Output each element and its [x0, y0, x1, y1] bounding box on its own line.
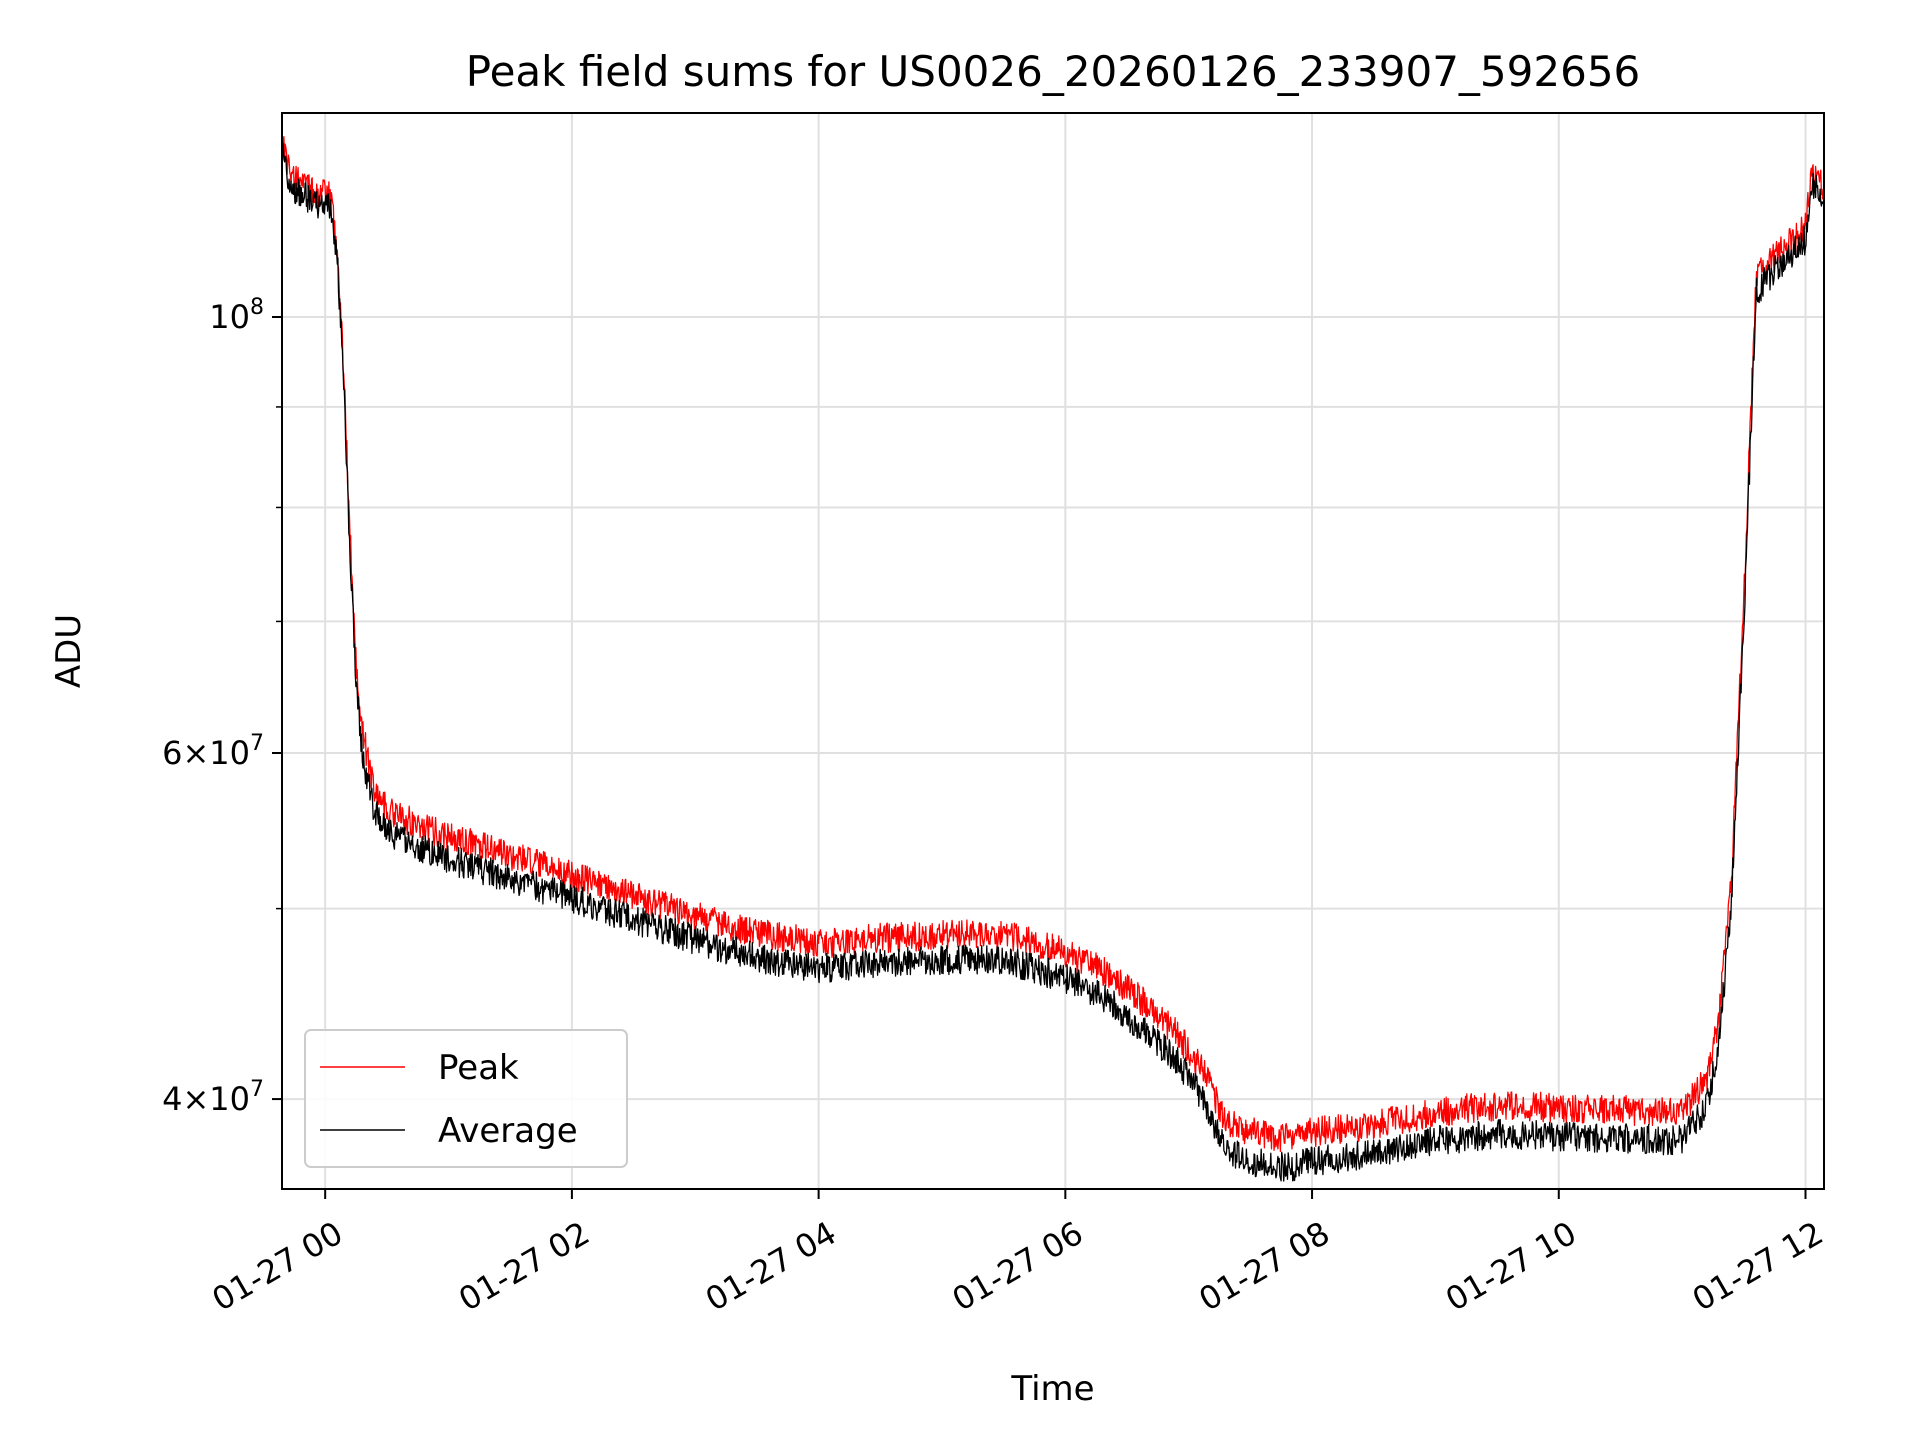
legend: Peak Average: [304, 1029, 628, 1168]
y-tick-label: 4×107: [162, 1077, 264, 1118]
y-tick-label: 108: [209, 295, 264, 336]
grid: [282, 113, 1824, 1189]
y-tick-exponent: 8: [250, 295, 264, 320]
legend-average-label: Average: [438, 1111, 578, 1151]
plot-frame: [281, 112, 1825, 1190]
y-tick-mantissa: 4×: [162, 1080, 209, 1118]
y-tick-base: 10: [209, 298, 250, 336]
series-line-average: [281, 138, 1825, 1182]
chart-title: Peak field sums for US0026_20260126_2339…: [466, 47, 1641, 96]
legend-box: [304, 1029, 628, 1168]
y-tick-mantissa: 6×: [162, 734, 209, 772]
plot-lines: [281, 136, 1825, 1182]
y-axis-label: ADU: [49, 614, 89, 688]
y-tick-exponent: 7: [250, 1077, 264, 1102]
legend-peak-label: Peak: [438, 1048, 519, 1088]
series-line-peak: [281, 136, 1825, 1152]
y-tick-exponent: 7: [250, 731, 264, 756]
y-tick-label: 6×107: [162, 731, 264, 772]
y-tick-base: 10: [209, 734, 250, 772]
y-tick-base: 10: [209, 1080, 250, 1118]
x-axis-label: Time: [1010, 1369, 1094, 1409]
